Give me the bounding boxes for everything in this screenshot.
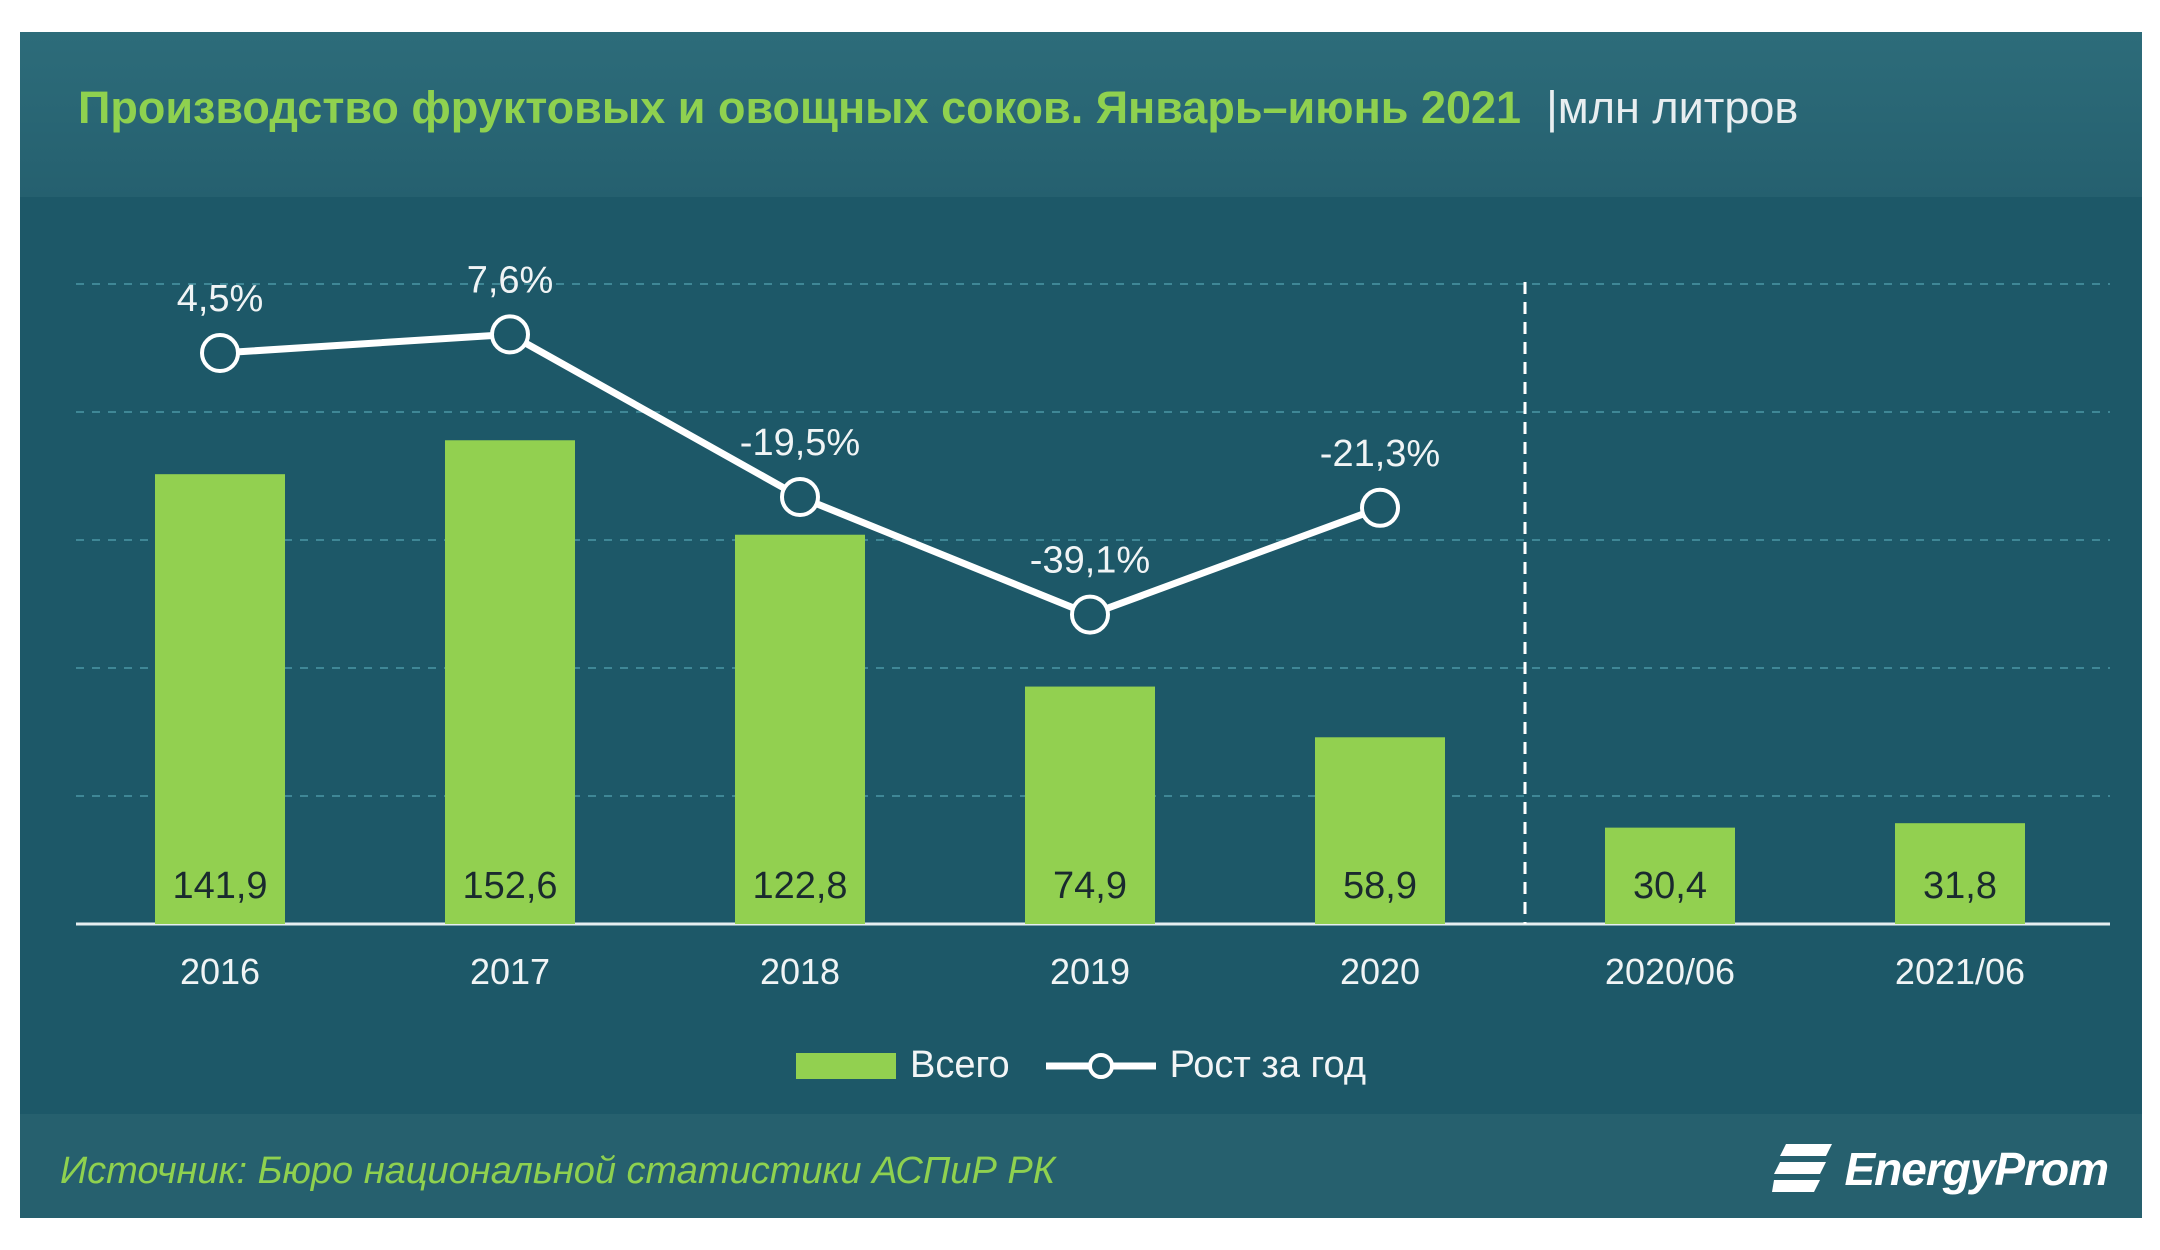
growth-point — [490, 314, 530, 355]
energyprom-logo-text: EnergyProm — [1844, 1143, 2109, 1195]
legend-item-growth: Рост за год — [1045, 1044, 1367, 1087]
bar-2021-06 — [1895, 823, 2025, 924]
growth-line — [200, 314, 1400, 635]
bars — [155, 440, 2025, 924]
bar-2020-06 — [1605, 827, 1735, 924]
chart-plot: 141,9 2016 152,6 2017 122,8 2018 74,9 2019 58,9 2… — [76, 259, 2110, 992]
bar-value-label: 30,4 — [1633, 865, 1707, 907]
x-tick-label: 2021/06 — [1895, 951, 2025, 992]
x-tick-label: 2019 — [1050, 951, 1130, 992]
growth-label: 4,5% — [177, 278, 264, 320]
chart-title: Производство фруктовых и овощных соков. … — [78, 82, 1798, 134]
growth-point — [200, 333, 240, 373]
bar-value-label: 74,9 — [1053, 865, 1127, 907]
chart-title-unit: |млн литров — [1546, 82, 1799, 133]
growth-label: 7,6% — [467, 259, 554, 301]
growth-point — [780, 477, 820, 517]
chart-card: Производство фруктовых и овощных соков. … — [20, 32, 2142, 1218]
bar-2017 — [445, 440, 575, 924]
bar-value-label: 31,8 — [1923, 865, 1997, 907]
bar-value-label: 58,9 — [1343, 865, 1417, 907]
legend-bar-swatch — [795, 1052, 896, 1079]
bar-value-label: 152,6 — [462, 865, 557, 907]
x-tick-label: 2020/06 — [1605, 951, 1735, 992]
legend-line-swatch — [1045, 1052, 1156, 1079]
growth-label: -21,3% — [1320, 433, 1440, 475]
legend-label-growth: Рост за год — [1169, 1044, 1367, 1086]
energyprom-logo-icon — [1772, 1144, 1833, 1192]
x-tick-label: 2018 — [760, 951, 840, 992]
x-tick-label: 2016 — [180, 951, 260, 992]
growth-point — [1070, 594, 1110, 635]
bar-value-label: 122,8 — [752, 865, 847, 907]
growth-label: -39,1% — [1030, 540, 1150, 582]
legend: Всего Рост за год — [20, 1044, 2142, 1087]
legend-item-total: Всего — [795, 1044, 1010, 1087]
bar-2018 — [735, 534, 865, 924]
source-note: Источник: Бюро национальной статистики А… — [60, 1150, 1056, 1192]
chart-title-main: Производство фруктовых и овощных соков. … — [78, 82, 1522, 133]
labels: 141,9 2016 152,6 2017 122,8 2018 74,9 2019 58,9 2… — [172, 259, 2025, 992]
x-tick-label: 2017 — [470, 951, 550, 992]
growth-point — [1360, 487, 1400, 528]
bar-2016 — [155, 474, 285, 924]
legend-label-total: Всего — [909, 1044, 1010, 1086]
bar-2019 — [1025, 686, 1155, 924]
bar-2020 — [1315, 737, 1445, 924]
growth-label: -19,5% — [740, 422, 860, 464]
title-band: Производство фруктовых и овощных соков. … — [20, 32, 2142, 197]
bar-value-label: 141,9 — [172, 865, 267, 907]
energyprom-logo: EnergyProm — [1772, 1140, 2109, 1198]
x-tick-label: 2020 — [1340, 951, 1420, 992]
